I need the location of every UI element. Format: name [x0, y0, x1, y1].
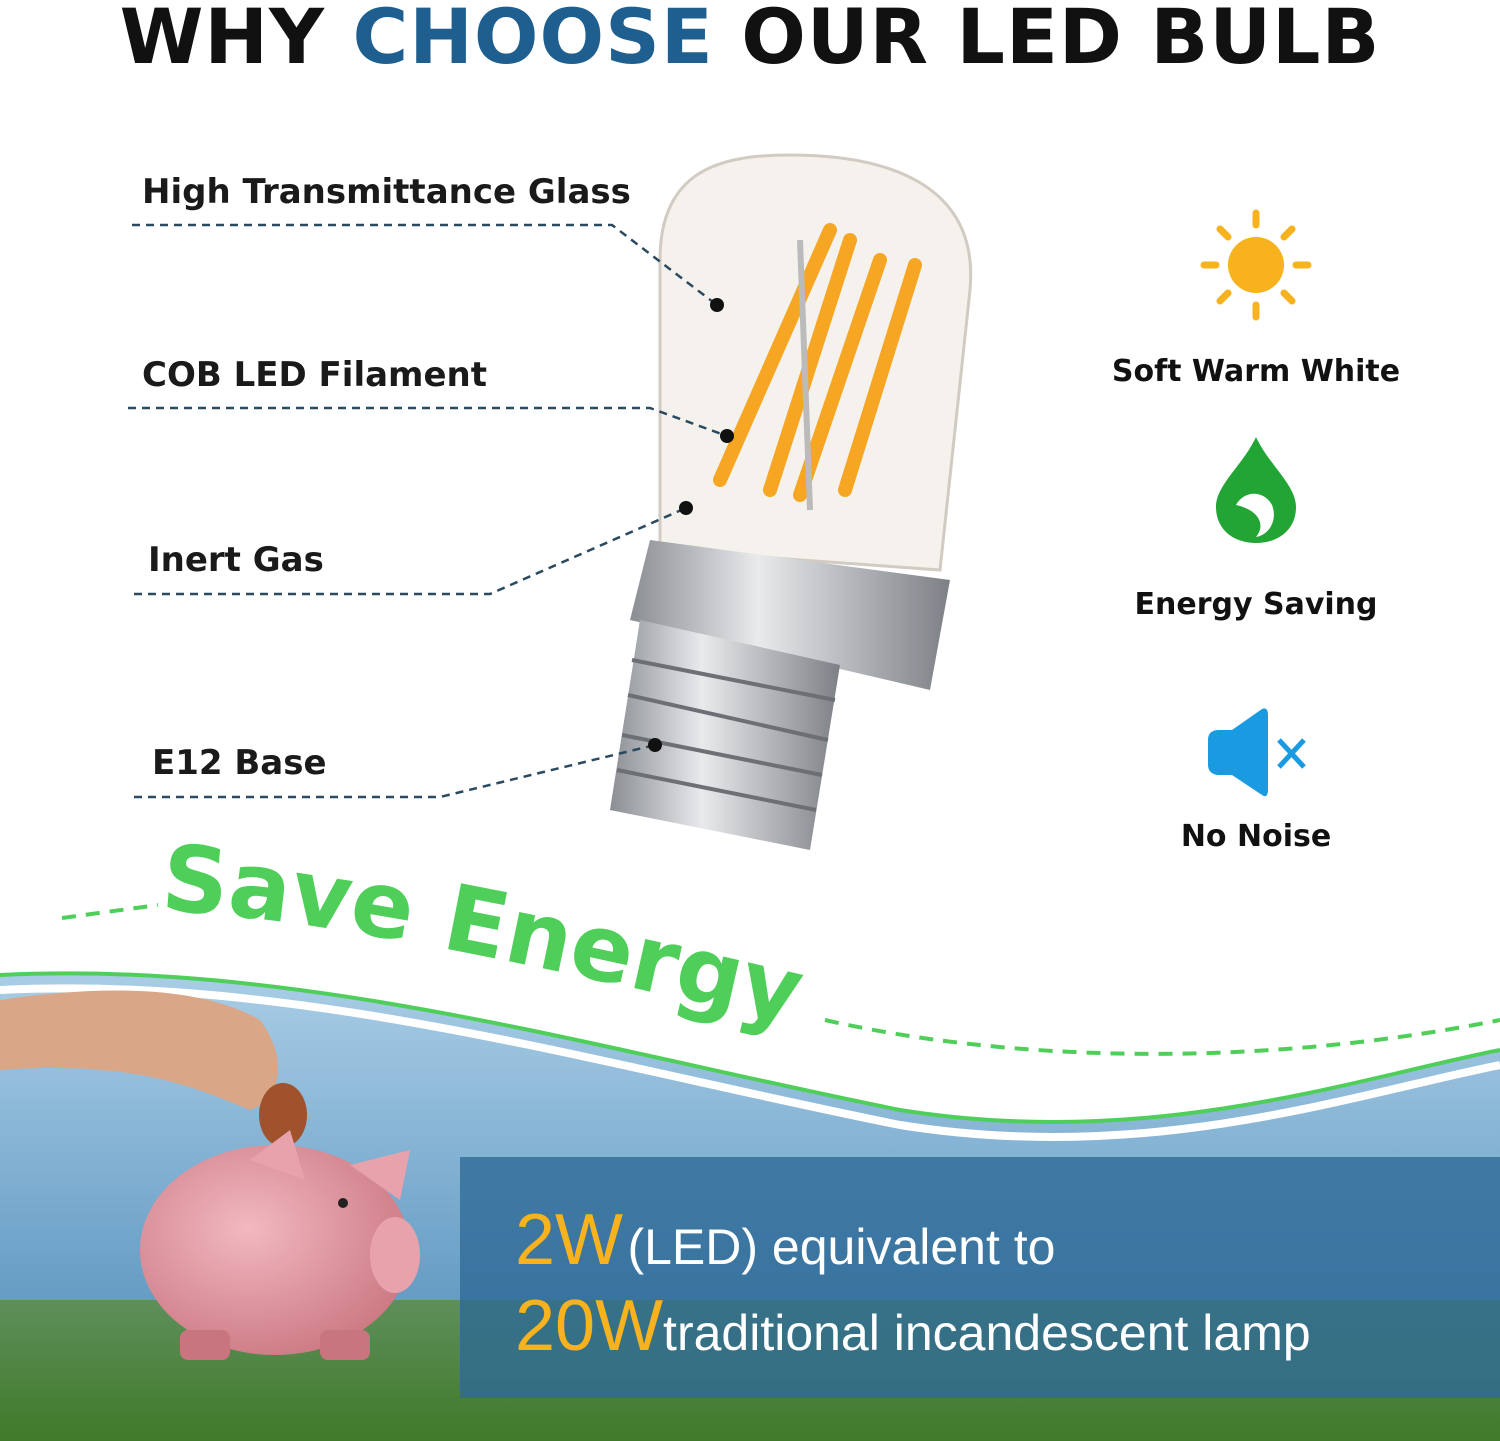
title-part2: OUR LED BULB — [713, 0, 1381, 81]
feature-soft-warm-white: Soft Warm White — [1111, 354, 1401, 389]
page-title: WHY CHOOSE OUR LED BULB — [0, 0, 1500, 81]
feature-no-noise: No Noise — [1180, 819, 1332, 854]
piggy-bank — [140, 1145, 410, 1355]
callout-glass: High Transmittance Glass — [142, 172, 631, 212]
callout-lines — [128, 223, 734, 799]
speaker-mute-icon — [1208, 708, 1306, 797]
leaf-drop-icon — [1216, 437, 1296, 543]
comparison-line-2: 20Wtraditional incandescent lamp — [515, 1285, 1311, 1367]
comparison-panel: 2W (LED) equivalent to 20Wtraditional in… — [460, 1157, 1500, 1398]
callout-filament: COB LED Filament — [142, 355, 487, 395]
sun-icon — [1200, 209, 1312, 321]
led-bulb-image — [610, 153, 973, 850]
traditional-wattage: 20W — [515, 1286, 664, 1366]
title-part1: WHY — [119, 0, 353, 81]
save-energy-banner: Save Energy — [61, 825, 1500, 1056]
callout-base: E12 Base — [152, 743, 327, 783]
hand — [0, 990, 279, 1110]
title-accent: CHOOSE — [352, 0, 714, 81]
bulb-collar — [630, 540, 950, 690]
save-energy-headline: Save Energy — [158, 825, 813, 1046]
wave-line-lower — [0, 984, 1500, 1141]
coin — [259, 1083, 307, 1147]
save-energy-text: Save Energy — [158, 825, 813, 1046]
e12-base — [610, 620, 840, 850]
comparison-text-2: traditional incandescent lamp — [663, 1305, 1311, 1361]
comparison-text-1: (LED) equivalent to — [627, 1219, 1056, 1275]
led-wattage: 2W — [515, 1200, 623, 1280]
wave-line — [0, 971, 1500, 1124]
feature-energy-saving: Energy Saving — [1134, 587, 1378, 622]
comparison-line-1: 2W (LED) equivalent to — [515, 1199, 1055, 1281]
led-filament — [713, 223, 922, 502]
callout-inert-gas: Inert Gas — [148, 540, 324, 580]
